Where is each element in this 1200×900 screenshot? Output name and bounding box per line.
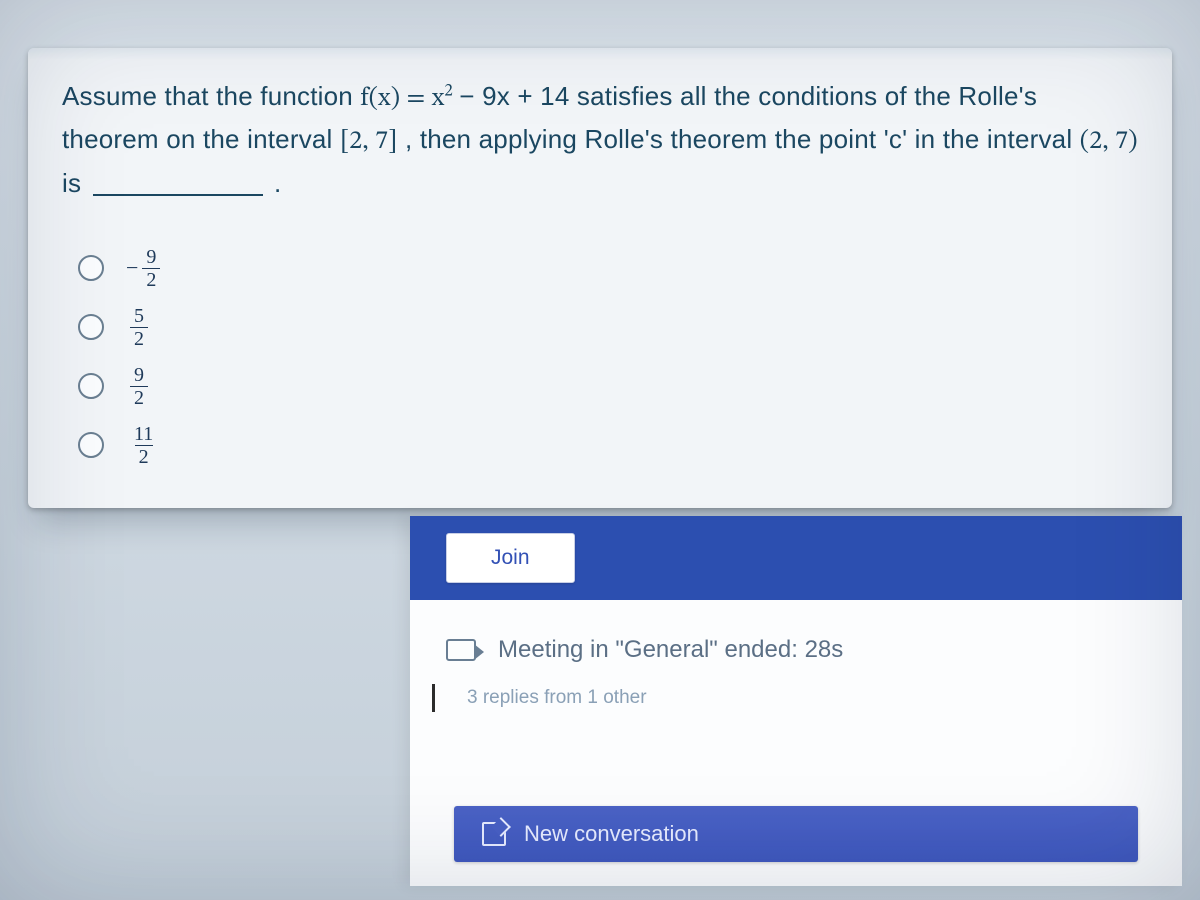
radio-icon[interactable] <box>78 314 104 340</box>
q-fx-exponent: 2 <box>444 83 453 100</box>
option-1-sign: − <box>126 255 138 281</box>
q-part-3: , then applying Rolle's theorem the poin… <box>405 124 1080 154</box>
option-1-value: − 9 2 <box>126 247 160 290</box>
meeting-ended-text: Meeting in "General" ended: 28s <box>498 636 843 664</box>
meeting-banner: Join <box>410 516 1182 600</box>
options-group: − 9 2 5 2 9 2 <box>62 247 1138 467</box>
denominator: 2 <box>142 268 160 290</box>
denominator: 2 <box>130 386 148 408</box>
new-conversation-label: New conversation <box>524 821 699 847</box>
q-fx-base: f(x) = x <box>360 86 444 112</box>
text-cursor <box>432 684 435 712</box>
option-3-value: 9 2 <box>126 365 148 408</box>
teams-panel: Join Meeting in "General" ended: 28s 3 r… <box>410 516 1182 886</box>
option-4-value: 11 2 <box>126 424 157 467</box>
option-4[interactable]: 11 2 <box>78 424 1138 467</box>
q-period: . <box>274 168 281 198</box>
question-text: Assume that the function f(x) = x2 − 9x … <box>62 76 1138 203</box>
option-2-value: 5 2 <box>126 306 148 349</box>
fraction: 5 2 <box>130 306 148 349</box>
compose-icon <box>482 822 506 846</box>
fraction: 9 2 <box>142 247 160 290</box>
new-conversation-button[interactable]: New conversation <box>454 806 1138 862</box>
numerator: 5 <box>130 306 148 327</box>
feed-row-secondary: 3 replies from 1 other <box>440 674 1152 722</box>
question-card: Assume that the function f(x) = x2 − 9x … <box>28 48 1172 508</box>
q-part-4: is <box>62 168 89 198</box>
option-3[interactable]: 9 2 <box>78 365 1138 408</box>
fraction: 9 2 <box>130 365 148 408</box>
video-icon <box>446 639 476 661</box>
radio-icon[interactable] <box>78 255 104 281</box>
feed-secondary-text: 3 replies from 1 other <box>467 687 647 709</box>
answer-blank <box>93 194 263 196</box>
numerator: 11 <box>130 424 157 445</box>
radio-icon[interactable] <box>78 432 104 458</box>
denominator: 2 <box>130 327 148 349</box>
q-interval-closed: [2, 7] <box>340 129 398 155</box>
activity-feed: Meeting in "General" ended: 28s 3 replie… <box>410 600 1182 722</box>
q-interval-open: (2, 7) <box>1080 129 1138 155</box>
numerator: 9 <box>130 365 148 386</box>
q-part-1: Assume that the function <box>62 81 360 111</box>
option-1[interactable]: − 9 2 <box>78 247 1138 290</box>
fraction: 11 2 <box>130 424 157 467</box>
radio-icon[interactable] <box>78 373 104 399</box>
denominator: 2 <box>135 445 153 467</box>
feed-row-meeting-ended[interactable]: Meeting in "General" ended: 28s <box>440 626 1152 674</box>
option-2[interactable]: 5 2 <box>78 306 1138 349</box>
join-button[interactable]: Join <box>446 533 575 583</box>
q-fx: f(x) = x2 <box>360 86 459 112</box>
numerator: 9 <box>142 247 160 268</box>
